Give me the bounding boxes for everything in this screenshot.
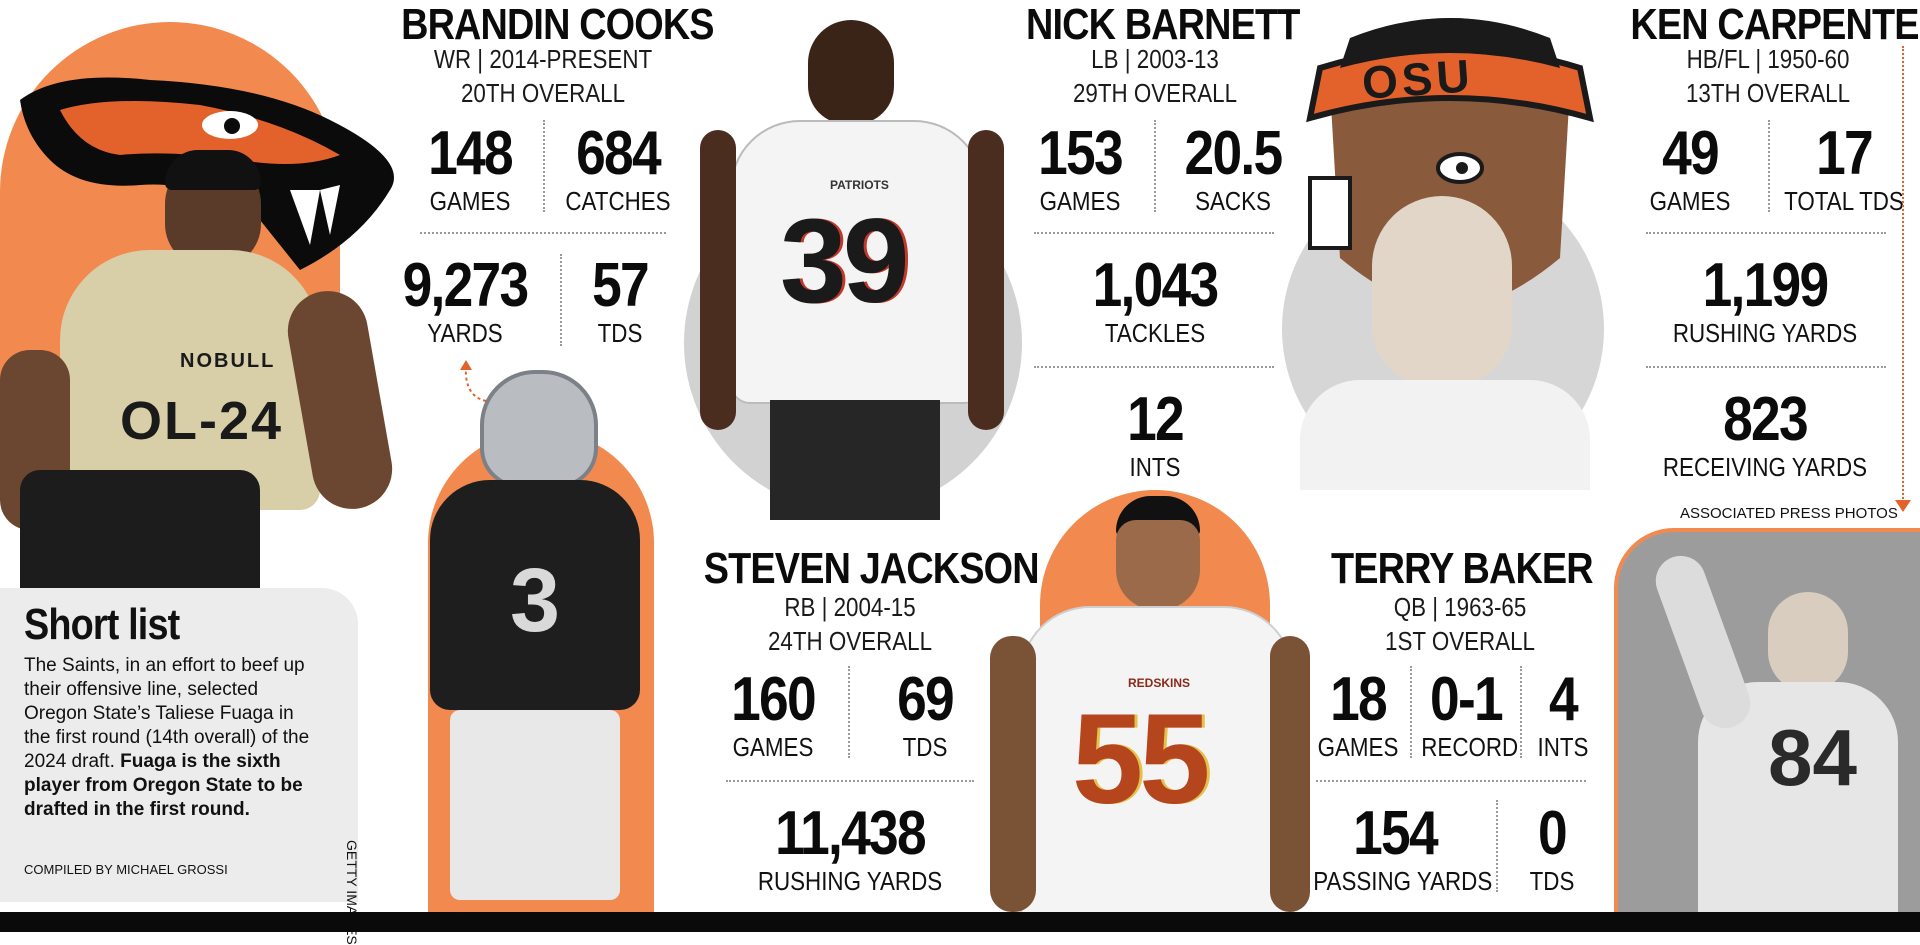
cooks-games-value: 148 <box>428 119 514 188</box>
fuaga-photo: OL-24 NOBULL <box>0 150 410 590</box>
jackson-rushing-label: RUSHING YARDS <box>757 866 943 896</box>
cooks-name: BRANDIN COOKS <box>401 0 714 49</box>
barnett-name: NICK BARNETT <box>1026 0 1300 49</box>
barnett-tackles-label: TACKLES <box>1104 318 1206 348</box>
carpenter-games-label: GAMES <box>1649 186 1731 216</box>
carpenter-rushing-label: RUSHING YARDS <box>1672 318 1858 348</box>
jackson-jersey-number-39: 39 <box>780 194 909 328</box>
jackson-position: RB | 2004-15 <box>784 592 916 622</box>
baker-position: QB | 1963-65 <box>1393 592 1527 622</box>
barnett-sacks-value: 20.5 <box>1184 119 1284 188</box>
carpenter-name: KEN CARPENTER <box>1630 0 1920 49</box>
cooks-yards-value: 9,273 <box>402 251 530 320</box>
cooks-catches-value: 684 <box>576 119 662 188</box>
carpenter-tds-label: TOTAL TDS <box>1784 186 1904 216</box>
barnett-position: LB | 2003-13 <box>1091 44 1219 74</box>
jackson-photo: PATRIOTS 39 <box>700 20 1010 520</box>
barnett-tackles-value: 1,043 <box>1092 251 1220 320</box>
barnett-photo: REDSKINS 55 <box>990 496 1310 916</box>
cooks-pick: 20TH OVERALL <box>460 78 626 108</box>
cooks-yards-label: YARDS <box>427 318 503 348</box>
divider <box>1646 366 1886 368</box>
divider <box>1410 666 1412 758</box>
baker-jersey <box>1300 380 1590 490</box>
baker-record-value: 0-1 <box>1430 665 1504 734</box>
jackson-games-label: GAMES <box>732 732 814 762</box>
carpenter-photo: 84 <box>1614 528 1920 916</box>
jackson-name: STEVEN JACKSON <box>703 544 1040 593</box>
carpenter-games-value: 49 <box>1662 119 1720 188</box>
redskins-wordmark: REDSKINS <box>1128 676 1191 690</box>
barnett-ints-value: 12 <box>1127 385 1185 454</box>
fuaga-jersey-number: OL-24 <box>120 391 284 451</box>
baker-games-value: 18 <box>1330 665 1388 734</box>
carpenter-rushing-value: 1,199 <box>1702 251 1830 320</box>
cooks-position: WR | 2014-PRESENT <box>433 44 653 74</box>
baker-games-label: GAMES <box>1317 732 1399 762</box>
divider <box>1646 232 1886 234</box>
baker-tds-value: 0 <box>1538 799 1568 868</box>
short-list-body-bold: Fuaga is the sixth player from Oregon St… <box>24 751 303 820</box>
cooks-tds-label: TDS <box>597 318 643 348</box>
divider <box>1520 666 1522 758</box>
bottom-bar <box>0 912 1920 932</box>
jackson-rushing-value: 11,438 <box>775 799 927 868</box>
cooks-tds-value: 57 <box>592 251 650 320</box>
divider <box>1316 780 1586 782</box>
patriots-wordmark: PATRIOTS <box>830 178 889 192</box>
arrow-down-icon <box>1895 500 1911 512</box>
short-list-title: Short list <box>24 600 180 649</box>
carpenter-receiving-value: 823 <box>1723 385 1809 454</box>
cooks-games-label: GAMES <box>429 186 511 216</box>
divider <box>726 780 974 782</box>
ap-credit: ASSOCIATED PRESS PHOTOS <box>1680 505 1898 522</box>
barnett-games-label: GAMES <box>1039 186 1121 216</box>
short-list-body: The Saints, in an effort to beef up thei… <box>24 654 324 822</box>
jackson-tds-value: 69 <box>897 665 955 734</box>
baker-name: TERRY BAKER <box>1331 544 1594 593</box>
baker-record-label: RECORD <box>1421 732 1519 762</box>
divider <box>1034 366 1274 368</box>
divider <box>1154 120 1156 212</box>
cooks-photo: 3 <box>390 370 670 912</box>
cooks-jersey-number-3: 3 <box>510 551 561 651</box>
divider <box>543 120 545 212</box>
dotted-arrow-icon <box>460 360 487 402</box>
arrow-line <box>1902 46 1904 506</box>
barnett-jersey-number-55: 55 <box>1072 688 1210 831</box>
jackson-tds-label: TDS <box>902 732 948 762</box>
carpenter-tds-value: 17 <box>1816 119 1874 188</box>
jackson-pick: 24TH OVERALL <box>767 626 933 656</box>
baker-ints-value: 4 <box>1549 665 1579 734</box>
divider <box>420 232 666 234</box>
baker-passing-label: PASSING YARDS <box>1313 866 1493 896</box>
barnett-ints-label: INTS <box>1129 452 1181 482</box>
barnett-sacks-label: SACKS <box>1195 186 1271 216</box>
divider <box>1768 120 1770 212</box>
osu-mascot-hat-text: OSU <box>1360 49 1476 109</box>
baker-pick: 1ST OVERALL <box>1385 626 1535 656</box>
short-list-body-plain: The Saints, in an effort to beef up thei… <box>24 655 310 772</box>
carpenter-position: HB/FL | 1950-60 <box>1686 44 1850 74</box>
divider <box>1496 800 1498 892</box>
baker-face <box>1372 196 1512 386</box>
divider <box>1034 232 1274 234</box>
fuaga-jersey-brand: NOBULL <box>180 350 276 372</box>
compiled-credit: COMPILED BY MICHAEL GROSSI <box>24 862 228 877</box>
jackson-games-value: 160 <box>731 665 817 734</box>
carpenter-pick: 13TH OVERALL <box>1685 78 1851 108</box>
carpenter-receiving-label: RECEIVING YARDS <box>1662 452 1868 482</box>
barnett-pick: 29TH OVERALL <box>1072 78 1238 108</box>
carpenter-jersey-number-84: 84 <box>1768 713 1857 802</box>
short-list-panel: Short list The Saints, in an effort to b… <box>0 588 358 902</box>
divider <box>560 254 562 346</box>
cooks-catches-label: CATCHES <box>565 186 671 216</box>
barnett-games-value: 153 <box>1038 119 1124 188</box>
baker-passing-value: 154 <box>1353 799 1439 868</box>
divider <box>848 666 850 758</box>
baker-ints-label: INTS <box>1537 732 1589 762</box>
baker-tds-label: TDS <box>1529 866 1575 896</box>
